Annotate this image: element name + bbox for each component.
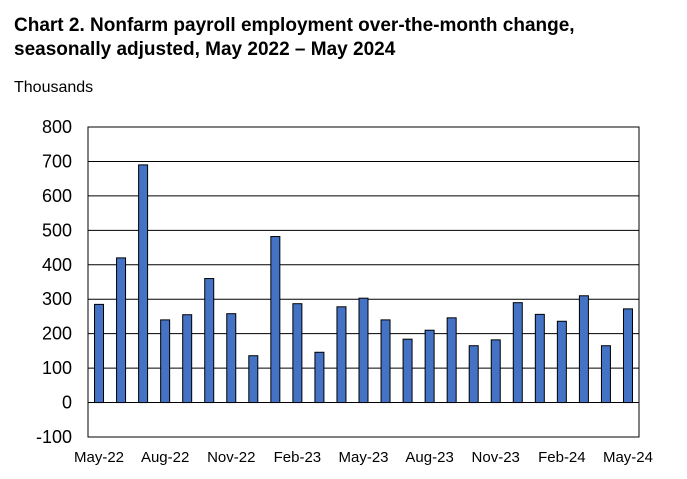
- x-tick-label-Aug-23: Aug-23: [405, 449, 453, 466]
- bar-Mar-23: [314, 351, 325, 404]
- bar-Aug-23: [424, 329, 435, 404]
- y-tick-label-100: 100: [42, 358, 72, 378]
- bar-Jul-23: [402, 338, 413, 404]
- y-tick-label-500: 500: [42, 220, 72, 240]
- bar-Dec-23: [512, 302, 523, 404]
- bar-Mar-24: [578, 295, 589, 404]
- bar-Jul-22: [138, 164, 149, 404]
- chart-title-line-2: seasonally adjusted, May 2022 – May 2024: [14, 39, 396, 60]
- chart-title-line-1: Chart 2. Nonfarm payroll employment over…: [14, 15, 575, 36]
- bar-Dec-22: [248, 355, 259, 404]
- bar-Sep-23: [446, 317, 457, 404]
- bar-Sep-22: [182, 314, 193, 404]
- bar-Jan-23: [270, 236, 281, 404]
- bar-May-24: [622, 308, 633, 404]
- plot-frame: [87, 126, 640, 438]
- bar-May-22: [94, 303, 105, 404]
- y-tick-label-200: 200: [42, 324, 72, 344]
- bar-Nov-23: [490, 339, 501, 404]
- bar-Nov-22: [226, 313, 237, 404]
- y-tick-label-600: 600: [42, 186, 72, 206]
- x-tick-label-May-23: May-23: [338, 449, 388, 466]
- y-tick-label--100: -100: [36, 427, 72, 447]
- bar-Oct-23: [468, 345, 479, 404]
- x-tick-label-Aug-22: Aug-22: [141, 449, 189, 466]
- y-axis-unit-label: Thousands: [14, 79, 94, 96]
- bar-Jun-22: [116, 257, 127, 404]
- x-tick-label-May-24: May-24: [603, 449, 653, 466]
- bar-Feb-24: [556, 320, 567, 404]
- x-tick-label-May-22: May-22: [74, 449, 124, 466]
- bar-Feb-23: [292, 303, 303, 404]
- bar-Jun-23: [380, 319, 391, 404]
- bar-Oct-22: [204, 278, 215, 404]
- x-tick-label-Nov-23: Nov-23: [472, 449, 520, 466]
- y-tick-label-0: 0: [62, 393, 72, 413]
- bar-Jan-24: [534, 313, 545, 404]
- chart-title: Chart 2. Nonfarm payroll employment over…: [14, 14, 679, 62]
- bar-Aug-22: [160, 319, 171, 404]
- y-tick-label-800: 800: [42, 117, 72, 137]
- y-tick-label-700: 700: [42, 151, 72, 171]
- y-tick-label-400: 400: [42, 255, 72, 275]
- x-tick-label-Feb-24: Feb-24: [538, 449, 586, 466]
- bar-Apr-24: [600, 345, 611, 404]
- bar-Apr-23: [336, 306, 347, 404]
- bar-May-23: [358, 297, 369, 404]
- y-tick-label-300: 300: [42, 289, 72, 309]
- x-tick-label-Feb-23: Feb-23: [274, 449, 322, 466]
- x-tick-label-Nov-22: Nov-22: [207, 449, 255, 466]
